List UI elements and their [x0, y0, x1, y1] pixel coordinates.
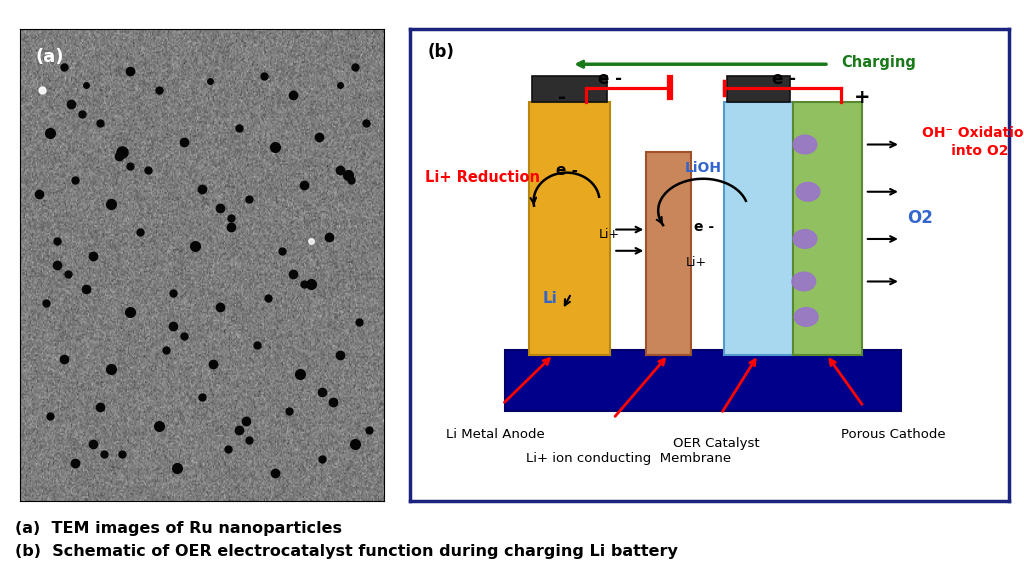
- Text: LiOH: LiOH: [685, 161, 722, 175]
- FancyBboxPatch shape: [727, 76, 790, 102]
- Circle shape: [796, 183, 820, 201]
- Circle shape: [793, 230, 817, 248]
- Text: (b)  Schematic of OER electrocatalyst function during charging Li battery: (b) Schematic of OER electrocatalyst fun…: [15, 544, 678, 559]
- FancyBboxPatch shape: [646, 151, 691, 355]
- Text: O2: O2: [907, 209, 933, 227]
- FancyBboxPatch shape: [506, 350, 901, 411]
- Text: e -: e -: [598, 70, 623, 88]
- FancyBboxPatch shape: [793, 102, 862, 355]
- Text: Li: Li: [543, 290, 558, 305]
- Text: e -: e -: [772, 70, 796, 88]
- FancyBboxPatch shape: [724, 102, 793, 355]
- Text: Porous Cathode: Porous Cathode: [841, 428, 945, 441]
- Text: Li+: Li+: [685, 256, 707, 269]
- Circle shape: [795, 308, 818, 327]
- Text: Li+: Li+: [598, 228, 620, 241]
- Text: (a): (a): [35, 48, 63, 66]
- Text: e -: e -: [556, 163, 578, 178]
- Circle shape: [792, 272, 816, 291]
- Text: -: -: [558, 88, 566, 107]
- Text: e -: e -: [694, 220, 715, 234]
- Text: OER Catalyst: OER Catalyst: [673, 437, 760, 450]
- Circle shape: [793, 135, 817, 154]
- Text: +: +: [854, 88, 870, 107]
- Text: Charging: Charging: [841, 55, 915, 70]
- FancyBboxPatch shape: [529, 102, 610, 355]
- Text: (a)  TEM images of Ru nanoparticles: (a) TEM images of Ru nanoparticles: [15, 521, 342, 536]
- Text: Li+ ion conducting  Membrane: Li+ ion conducting Membrane: [526, 452, 731, 464]
- FancyBboxPatch shape: [532, 76, 607, 102]
- Text: OH⁻ Oxidation
      into O2: OH⁻ Oxidation into O2: [922, 126, 1024, 158]
- Text: (b): (b): [428, 43, 455, 61]
- Text: Li Metal Anode: Li Metal Anode: [445, 428, 545, 441]
- Text: Li+ Reduction: Li+ Reduction: [425, 170, 540, 185]
